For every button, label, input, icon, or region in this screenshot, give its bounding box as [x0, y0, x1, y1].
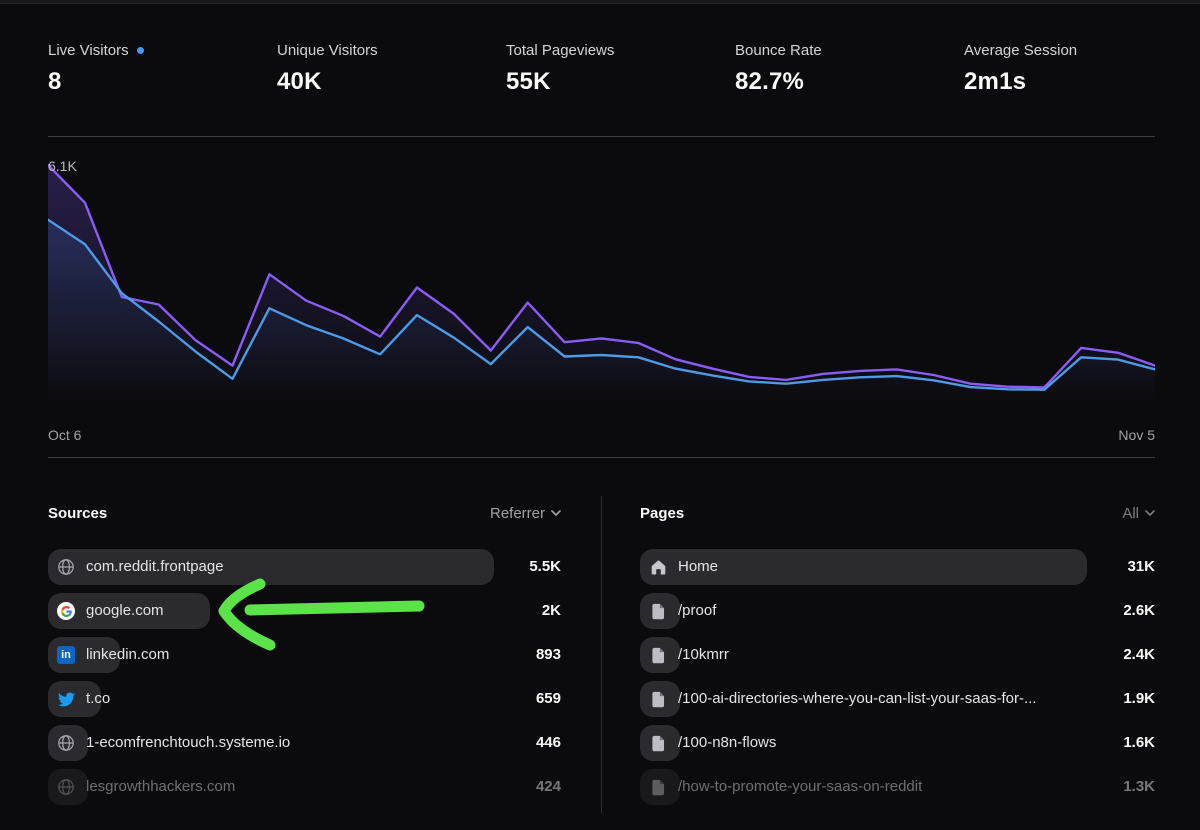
row-label: linkedin.com: [86, 646, 170, 663]
source-row[interactable]: 1-ecomfrenchtouch.systeme.io 446: [48, 725, 561, 761]
twitter-icon: [57, 690, 75, 708]
traffic-chart[interactable]: 6.1K Oct 6 Nov 5: [48, 149, 1155, 447]
stat-total-pageviews: Total Pageviews 55K: [506, 42, 735, 96]
row-label: Home: [678, 558, 719, 575]
stat-value: 2m1s: [964, 68, 1027, 95]
page-row[interactable]: /100-ai-directories-where-you-can-list-y…: [640, 681, 1155, 717]
referrer-filter-dropdown[interactable]: Referrer: [490, 505, 561, 522]
live-indicator-dot: [136, 47, 144, 54]
row-value: 1.6K: [1123, 734, 1155, 751]
stat-unique-visitors: Unique Visitors 40K: [277, 42, 506, 96]
page-row[interactable]: /100-n8n-flows 1.6K: [640, 725, 1155, 761]
source-row[interactable]: google.com 2K: [48, 593, 561, 629]
chevron-down-icon: [551, 510, 561, 516]
row-label: /proof: [678, 602, 717, 619]
stat-label: Live Visitors: [48, 42, 129, 59]
row-label: 1-ecomfrenchtouch.systeme.io: [86, 734, 291, 751]
google-icon: [57, 602, 75, 620]
row-bar: [48, 769, 88, 805]
referrer-filter-label: Referrer: [489, 504, 545, 522]
stat-value: 40K: [277, 68, 322, 95]
source-row[interactable]: com.reddit.frontpage 5.5K: [48, 549, 561, 585]
row-value: 2K: [541, 602, 561, 619]
row-value: 1.9K: [1123, 690, 1155, 707]
stat-label: Total Pageviews: [506, 42, 615, 59]
row-value: 424: [535, 778, 561, 795]
stat-value: 8: [48, 68, 62, 95]
row-bar: [48, 593, 210, 629]
pages-filter-dropdown[interactable]: All: [1122, 505, 1155, 522]
breakdown-panels: Sources Referrer com.reddit.frontpage 5.5…: [0, 458, 1200, 813]
stats-row: Live Visitors 8 Unique Visitors 40K Tota…: [0, 4, 1200, 96]
pages-panel: Pages All Home 31K /proof 2.6K /10kmrr 2.4K…: [640, 458, 1155, 813]
row-bar: [640, 549, 1087, 585]
stat-live-visitors: Live Visitors 8: [48, 42, 277, 96]
globe-icon: [57, 558, 75, 576]
source-row[interactable]: in linkedin.com 893: [48, 637, 561, 673]
x-axis-labels: Oct 6 Nov 5: [48, 427, 1155, 447]
row-value: 31K: [1127, 558, 1155, 575]
stat-value: 82.7%: [735, 68, 805, 95]
sources-panel: Sources Referrer com.reddit.frontpage 5.5…: [48, 458, 561, 813]
row-value: 446: [535, 734, 561, 751]
row-value: 1.3K: [1123, 778, 1155, 795]
top-edge-divider: [0, 0, 1200, 4]
row-label: com.reddit.frontpage: [86, 558, 224, 575]
page-row[interactable]: Home 31K: [640, 549, 1155, 585]
pages-title: Pages: [640, 504, 685, 522]
pages-filter-label: All: [1122, 504, 1139, 522]
row-label: /100-ai-directories-where-you-can-list-y…: [678, 690, 1037, 707]
row-value: 2.6K: [1123, 602, 1155, 619]
globe-icon: [57, 778, 75, 796]
source-row[interactable]: t.co 659: [48, 681, 561, 717]
row-bar: [640, 769, 680, 805]
stat-bounce-rate: Bounce Rate 82.7%: [735, 42, 964, 96]
home-icon: [649, 558, 667, 576]
stats-chart-divider: [48, 136, 1155, 137]
file-icon: [649, 690, 667, 708]
stat-average-session: Average Session 2m1s: [964, 42, 1193, 96]
page-row[interactable]: /proof 2.6K: [640, 593, 1155, 629]
panel-divider: [601, 496, 602, 813]
row-value: 5.5K: [529, 558, 561, 575]
row-label: google.com: [86, 602, 164, 619]
line-chart-canvas[interactable]: [48, 149, 1155, 401]
stat-value: 55K: [506, 68, 551, 95]
file-icon: [649, 778, 667, 796]
stat-label: Bounce Rate: [735, 42, 822, 59]
sources-list: com.reddit.frontpage 5.5K google.com 2K in l…: [48, 549, 561, 805]
row-value: 659: [535, 690, 561, 707]
page-row[interactable]: /how-to-promote-your-saas-on-reddit 1.3K: [640, 769, 1155, 805]
row-label: t.co: [86, 690, 111, 707]
row-bar: [48, 549, 494, 585]
row-label: lesgrowthhackers.com: [86, 778, 236, 795]
file-icon: [649, 602, 667, 620]
stat-label: Unique Visitors: [277, 42, 378, 59]
chevron-down-icon: [1145, 510, 1155, 516]
file-icon: [649, 646, 667, 664]
linkedin-icon: in: [57, 646, 75, 664]
pages-list: Home 31K /proof 2.6K /10kmrr 2.4K /100-ai-d…: [640, 549, 1155, 805]
source-row[interactable]: lesgrowthhackers.com 424: [48, 769, 561, 805]
x-axis-end-label: Nov 5: [1118, 427, 1155, 443]
row-label: /100-n8n-flows: [678, 734, 777, 751]
globe-icon: [57, 734, 75, 752]
row-value: 2.4K: [1123, 646, 1155, 663]
file-icon: [649, 734, 667, 752]
row-label: /how-to-promote-your-saas-on-reddit: [678, 778, 923, 795]
chart-panels-divider: [48, 457, 1155, 458]
y-axis-max-label: 6.1K: [48, 158, 77, 174]
row-value: 893: [535, 646, 561, 663]
row-bar: [48, 681, 101, 717]
row-label: /10kmrr: [678, 646, 729, 663]
x-axis-start-label: Oct 6: [48, 427, 82, 443]
stat-label: Average Session: [964, 42, 1078, 59]
sources-title: Sources: [48, 504, 108, 522]
page-row[interactable]: /10kmrr 2.4K: [640, 637, 1155, 673]
